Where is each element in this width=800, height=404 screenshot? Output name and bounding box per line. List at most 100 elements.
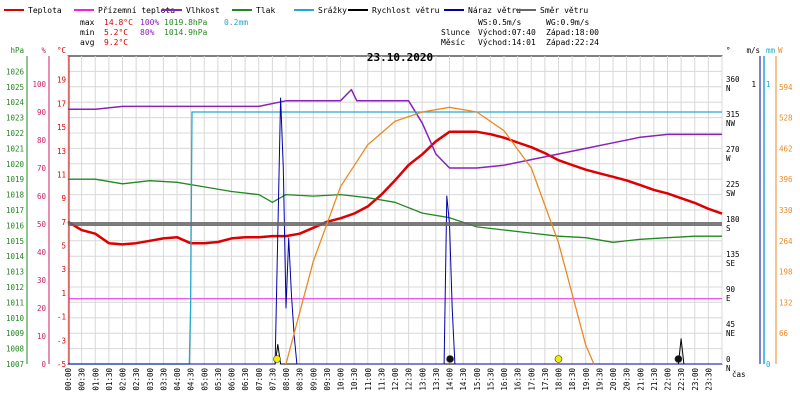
- x-tick-label: 00:30: [78, 368, 87, 391]
- chart-title: 23.10.2020: [367, 51, 433, 64]
- x-tick-label: 01:00: [91, 368, 100, 391]
- stats-moon-set: Západ:22:24: [546, 38, 599, 47]
- axis-unit-wind: m/s: [746, 46, 760, 55]
- legend-label: Teplota: [28, 6, 62, 15]
- y-tick-celsius: 17: [57, 99, 66, 108]
- x-tick-label: 11:00: [364, 368, 373, 391]
- y-tick-hpa: 1021: [6, 144, 24, 153]
- stats-moon-rise: Východ:14:01: [478, 38, 536, 47]
- marker-sunrise: [273, 355, 281, 363]
- y-tick-celsius: 11: [57, 170, 66, 179]
- stats-pressure: 1014.9hPa: [164, 28, 208, 37]
- stats-row-label: max: [80, 18, 95, 27]
- y-tick-hpa: 1011: [6, 298, 24, 307]
- legend-label: Vlhkost: [186, 6, 220, 15]
- x-tick-label: 14:30: [459, 368, 468, 391]
- x-tick-label: 21:30: [650, 368, 659, 391]
- y-tick-celsius: -3: [57, 336, 66, 345]
- x-tick-label: 17:30: [541, 368, 550, 391]
- y-tick-percent: 60: [37, 192, 47, 201]
- y-tick-solar: 132: [779, 298, 793, 307]
- y-tick-direction: 360: [726, 75, 740, 84]
- axis-unit-solar: W: [778, 46, 783, 55]
- axis-unit-hpa: hPa: [10, 46, 24, 55]
- x-tick-label: 23:30: [704, 368, 713, 391]
- x-tick-label: 06:30: [241, 368, 250, 391]
- y-tick-direction: 180: [726, 215, 740, 224]
- y-tick-celsius: -5: [57, 360, 66, 369]
- stats-sun-set: Západ:18:00: [546, 28, 599, 37]
- y-tick-percent: 0: [41, 360, 46, 369]
- y-tick-celsius: -1: [57, 313, 66, 322]
- y-tick-percent: 30: [37, 276, 47, 285]
- y-tick-percent: 100: [32, 80, 46, 89]
- x-tick-label: 22:00: [664, 368, 673, 391]
- stats-pressure: 1019.8hPa: [164, 18, 208, 27]
- x-tick-label: 00:00: [64, 368, 73, 391]
- x-tick-label: 03:30: [159, 368, 168, 391]
- y-tick-celsius: 15: [57, 123, 66, 132]
- x-tick-label: 13:30: [432, 368, 441, 391]
- y-tick-celsius: 1: [61, 289, 66, 298]
- x-tick-label: 03:00: [146, 368, 155, 391]
- x-tick-label: 04:00: [173, 368, 182, 391]
- x-tick-label: 19:00: [582, 368, 591, 391]
- stats-sun-rise: Východ:07:40: [478, 28, 536, 37]
- y-tick-direction-label: SE: [726, 259, 736, 268]
- y-tick-solar: 528: [779, 114, 793, 123]
- x-tick-label: 14:00: [446, 368, 455, 391]
- x-tick-label: 02:30: [132, 368, 141, 391]
- stats-moon-label: Měsíc: [441, 38, 465, 47]
- x-tick-label: 15:00: [473, 368, 482, 391]
- x-tick-label: 18:00: [555, 368, 564, 391]
- x-tick-label: 08:00: [282, 368, 291, 391]
- y-tick-celsius: 9: [61, 194, 66, 203]
- marker-sunset: [554, 355, 563, 363]
- x-tick-label: 12:00: [391, 368, 400, 391]
- y-tick-hpa: 1008: [6, 345, 25, 354]
- y-tick-direction-label: SW: [726, 189, 736, 198]
- y-tick-direction: 90: [726, 285, 736, 294]
- series-line-tlak: [68, 178, 722, 243]
- x-tick-label: 23:00: [691, 368, 700, 391]
- x-tick-label: 10:30: [350, 368, 359, 391]
- y-tick-percent: 50: [37, 220, 47, 229]
- axis-unit-direction: °: [726, 46, 731, 55]
- y-tick-celsius: 13: [57, 147, 66, 156]
- x-tick-label: 20:00: [609, 368, 618, 391]
- x-tick-label: 01:30: [105, 368, 114, 391]
- legend-label: Rychlost větru: [372, 6, 440, 15]
- y-tick-direction-label: E: [726, 294, 731, 303]
- legend-label: Přízemní teplota: [98, 6, 175, 15]
- legend-label: Srážky: [318, 6, 347, 15]
- y-tick-solar: 462: [779, 144, 793, 153]
- y-tick-direction: 135: [726, 250, 740, 259]
- legend-label: Tlak: [256, 6, 275, 15]
- series-line-vlhkost: [68, 88, 722, 169]
- x-tick-label: 05:30: [214, 368, 223, 391]
- y-tick-hpa: 1020: [6, 160, 25, 169]
- y-tick-hpa: 1014: [6, 252, 25, 261]
- x-tick-label: 18:30: [568, 368, 577, 391]
- y-tick-celsius: 3: [61, 265, 66, 274]
- y-tick-solar: 66: [779, 329, 789, 338]
- y-tick-percent: 70: [37, 164, 47, 173]
- y-tick-solar: 396: [779, 175, 793, 184]
- y-tick-direction: 225: [726, 180, 740, 189]
- axis-unit-rain: mm: [766, 46, 776, 55]
- x-tick-label: 13:00: [418, 368, 427, 391]
- stats-rain: 0.2mm: [224, 18, 248, 27]
- y-tick-direction: 45: [726, 320, 735, 329]
- stats-row-label: min: [80, 28, 95, 37]
- x-tick-label: 11:30: [377, 368, 386, 391]
- y-tick-celsius: 5: [61, 242, 66, 251]
- x-tick-label: 04:30: [187, 368, 196, 391]
- series-line-naraz-vetru: [68, 97, 722, 365]
- x-tick-label: 21:00: [636, 368, 645, 391]
- y-tick-hpa: 1016: [6, 221, 25, 230]
- y-tick-percent: 10: [37, 332, 47, 341]
- y-tick-celsius: 19: [57, 76, 66, 85]
- x-tick-label: 20:30: [623, 368, 632, 391]
- y-tick-hpa: 1023: [6, 114, 24, 123]
